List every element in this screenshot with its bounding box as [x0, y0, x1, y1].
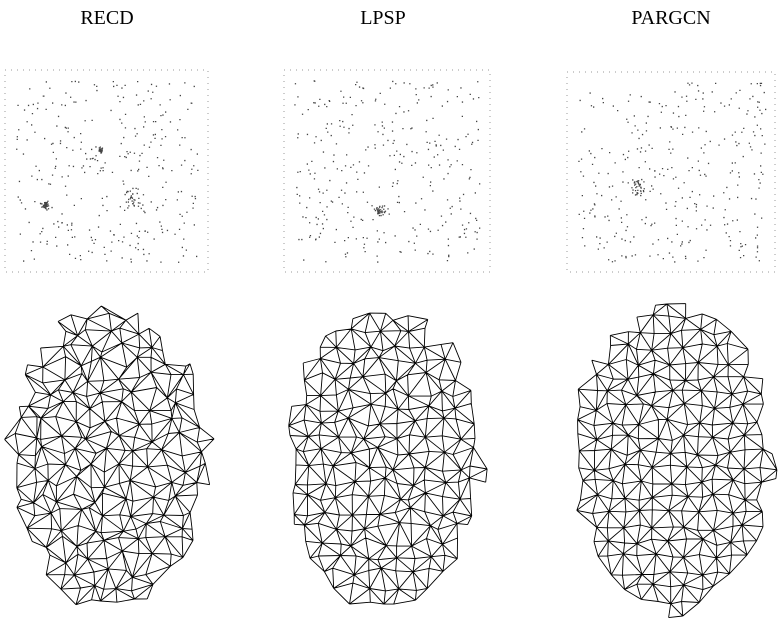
column-title: RECD [80, 7, 133, 29]
point-cloud [5, 70, 208, 272]
face-mesh [5, 306, 215, 605]
panel-border [5, 70, 208, 272]
face-mesh [577, 304, 777, 618]
points [578, 83, 766, 263]
face-mesh [289, 313, 487, 604]
column-title: PARGCN [631, 7, 710, 29]
points [294, 80, 480, 262]
column-title: LPSP [360, 7, 406, 29]
point-cloud [284, 70, 490, 272]
panel-border [284, 70, 490, 272]
panel-border [567, 72, 775, 272]
point-cloud [567, 72, 775, 272]
points [16, 81, 198, 263]
figure: RECD LPSP PARGCN [0, 0, 783, 622]
